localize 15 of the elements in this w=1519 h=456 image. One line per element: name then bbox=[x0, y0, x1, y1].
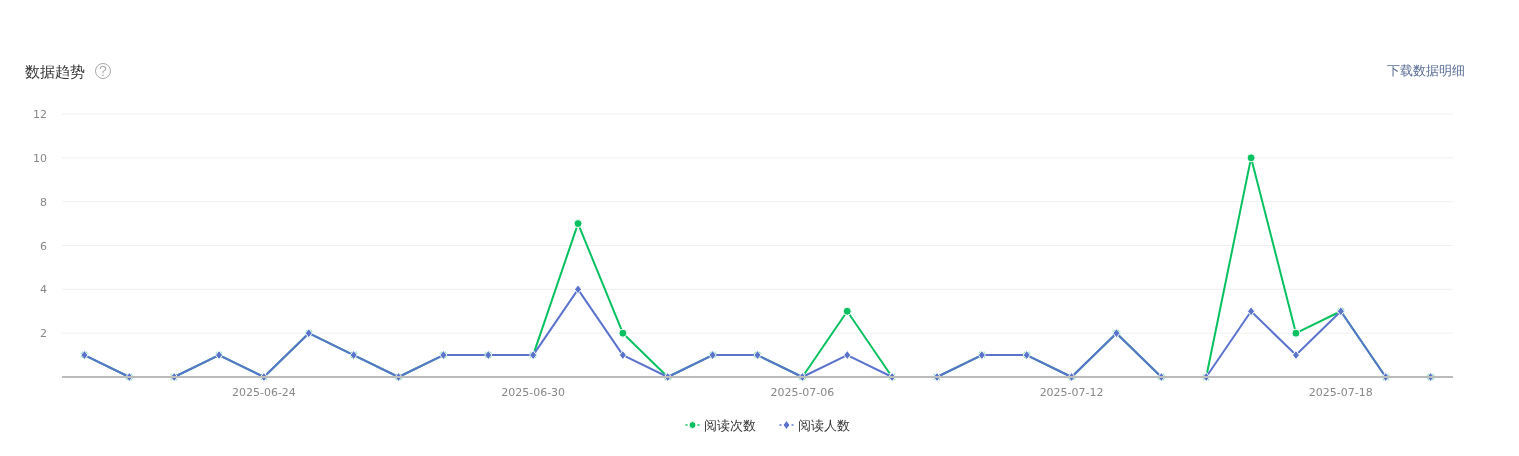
x-tick-label: 2025-06-24 bbox=[231, 386, 296, 399]
x-tick-label: 2025-07-18 bbox=[1308, 386, 1373, 399]
y-tick-label: 8 bbox=[40, 195, 47, 209]
x-tick-label: 2025-06-30 bbox=[501, 386, 566, 399]
legend-label: 阅读人数 bbox=[797, 418, 850, 433]
y-tick-label: 10 bbox=[33, 151, 47, 165]
x-tick-label: 2025-07-12 bbox=[1039, 386, 1104, 399]
y-tick-label: 2 bbox=[40, 327, 47, 341]
y-tick-label: 4 bbox=[40, 283, 47, 297]
x-tick-label: 2025-07-06 bbox=[770, 386, 835, 399]
text: 下载数据明细 bbox=[1387, 63, 1465, 78]
y-tick-label: 12 bbox=[33, 108, 47, 121]
y-tick-label: 6 bbox=[40, 239, 47, 253]
chart-title: 数据趋势 bbox=[25, 63, 85, 81]
legend-label: 阅读次数 bbox=[703, 418, 756, 433]
